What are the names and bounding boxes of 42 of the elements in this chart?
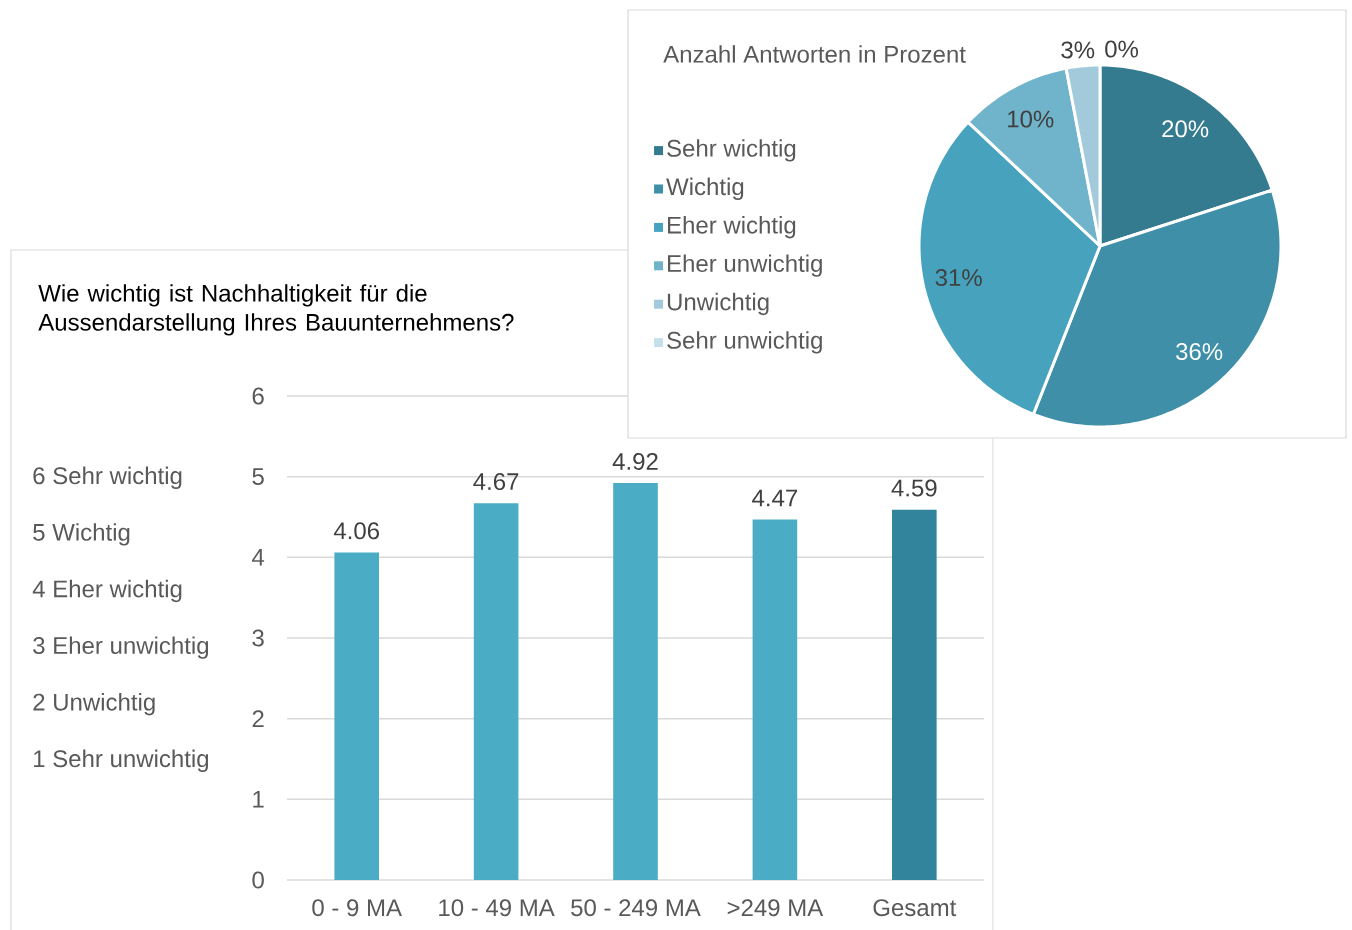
x-tick-label: 10 - 49 MA <box>439 899 555 917</box>
y-tick-label: 1 <box>253 791 264 808</box>
data-label: 4.06 <box>333 522 379 540</box>
text: 2 Unwichtig <box>33 693 155 716</box>
x-tick-label: >249 MA <box>727 899 824 917</box>
data-label: 4.47 <box>752 489 798 507</box>
data-label: 36% <box>1176 343 1223 361</box>
bar <box>334 552 380 880</box>
bar <box>892 509 937 880</box>
text: 5 Wichtig <box>33 523 130 546</box>
legend-label: Sehr wichtig <box>667 139 796 162</box>
text: 3 Eher unwichtig <box>33 636 209 659</box>
legend-label: Eher wichtig <box>668 216 796 239</box>
data-label: 4.59 <box>891 479 937 497</box>
x-tick-label: 0 - 9 MA <box>312 899 402 917</box>
bar <box>752 519 798 880</box>
text: 1 Sehr unwichtig <box>34 749 209 772</box>
bar <box>473 503 519 880</box>
x-tick-label: 50 - 249 MA <box>571 899 701 917</box>
y-tick-label: 2 <box>252 710 264 728</box>
y-tick-label: 5 <box>252 468 264 486</box>
legend-label: Sehr unwichtig <box>667 331 822 354</box>
y-tick-label: 4 <box>252 549 265 566</box>
text: 4 Eher wichtig <box>32 579 182 603</box>
data-label: 20% <box>1162 120 1209 138</box>
data-label: 4.92 <box>612 452 658 470</box>
y-tick-label: 6 <box>252 387 264 405</box>
data-label: 10% <box>1008 110 1054 128</box>
legend-label: Wichtig <box>666 177 744 200</box>
x-tick-label: Gesamt <box>873 899 957 917</box>
legend-label: Eher unwichtig <box>668 254 822 277</box>
text: 6 Sehr wichtig <box>33 466 182 489</box>
bar <box>613 483 658 880</box>
data-label: 31% <box>935 269 982 287</box>
y-tick-label: 0 <box>252 871 264 889</box>
chart-title: Anzahl Antworten in Prozent <box>663 45 966 63</box>
legend-label: Unwichtig <box>667 292 769 316</box>
chart-title: Wie wichtig ist Nachhaltigkeit für die Aussendarstellung Ihres Bauunternehmens? <box>38 284 514 336</box>
data-label: 3% <box>1061 41 1095 59</box>
text: 0% <box>1105 40 1139 58</box>
y-tick-label: 3 <box>252 629 264 647</box>
data-label: 4.67 <box>473 473 519 491</box>
